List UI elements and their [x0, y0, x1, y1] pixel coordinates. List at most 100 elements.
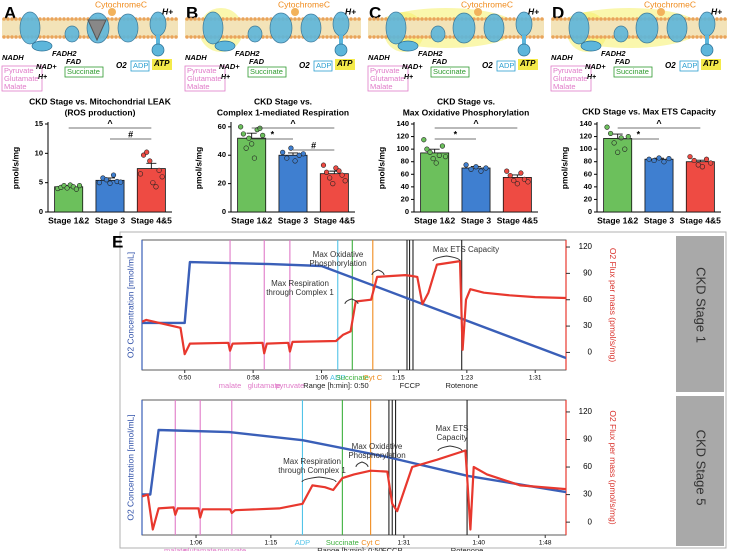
- lipid-head: [50, 35, 54, 39]
- event-label: Cyt C: [363, 373, 382, 382]
- lipid-head: [353, 35, 357, 39]
- y-axis-label: pmol/s/mg: [376, 147, 386, 190]
- y2-tick-label: 0: [588, 517, 593, 526]
- lipid-head: [174, 35, 178, 39]
- lipid-head: [78, 17, 82, 21]
- y-tick-label: 60: [584, 169, 592, 178]
- diagram-label: Glutamate: [4, 74, 39, 83]
- lipid-head: [699, 35, 703, 39]
- lipid-head: [587, 35, 591, 39]
- error-bar: [288, 152, 298, 156]
- lipid-head: [615, 17, 619, 21]
- data-point: [708, 160, 714, 166]
- diagram-label: Malate: [553, 82, 576, 91]
- lipid-head: [591, 17, 595, 21]
- mito-diagram: CytochromeC H+ NADH NAD+ H+ FADH2FADSuccinate…: [367, 0, 544, 92]
- lipid-head: [6, 17, 10, 21]
- diagram-label: ATP: [702, 59, 719, 68]
- lipid-head: [237, 17, 241, 21]
- lipid-head: [508, 35, 512, 39]
- annotation: Max Oxidative: [352, 442, 403, 451]
- x-tick-label: 0:58: [247, 375, 260, 382]
- x-tick-label: Stage 4&5: [680, 215, 721, 225]
- bar: [685, 161, 715, 213]
- atp-stalk: [156, 34, 160, 46]
- diagram-label: O2: [665, 61, 676, 70]
- data-point: [240, 131, 246, 137]
- data-point: [320, 162, 327, 168]
- y2-tick-label: 90: [583, 268, 592, 277]
- data-point: [695, 162, 701, 168]
- mito-diagram: CytochromeC H+ NADH NAD+ H+ FADH2FADSuccinate…: [1, 0, 178, 92]
- protein-complex: [613, 25, 629, 43]
- atp-stalk: [705, 34, 709, 46]
- data-line: [142, 428, 566, 496]
- ros-triangle: [87, 19, 107, 42]
- data-point: [64, 185, 70, 191]
- data-point: [625, 133, 631, 140]
- chart-title: CKD Stage vs. Mitochondrial LEAK: [29, 96, 172, 106]
- y2-axis-label: O2 Flux per mass (pmol/s/mg): [608, 410, 618, 524]
- side-band: [676, 396, 724, 546]
- error-bar: [429, 148, 440, 153]
- annotation-bracket: [355, 461, 369, 468]
- lipid-head: [408, 17, 412, 21]
- data-point: [280, 149, 286, 155]
- y-tick-label: 0: [39, 207, 43, 216]
- data-point: [144, 149, 150, 155]
- lipid-head: [70, 17, 74, 21]
- event-label: Succinate: [336, 373, 369, 382]
- data-point: [150, 180, 156, 186]
- y-tick-label: 80: [584, 157, 592, 166]
- event-label: Succinate: [326, 538, 359, 547]
- range-label: Range [h:min]: 0:50: [303, 381, 368, 390]
- chart-title: CKD Stage vs. Max ETS Capacity: [582, 106, 716, 116]
- lipid-head: [559, 35, 563, 39]
- lipid-head: [241, 17, 245, 21]
- significance-label: ^: [290, 118, 296, 128]
- data-point: [646, 156, 652, 162]
- data-point: [427, 149, 433, 155]
- lipid-head: [695, 35, 699, 39]
- lipid-head: [416, 17, 420, 21]
- data-point: [514, 181, 520, 187]
- lipid-head: [185, 35, 189, 39]
- lipid-head: [599, 35, 603, 39]
- lipid-head: [723, 17, 727, 21]
- lipid-head: [146, 17, 150, 21]
- event-label: ADP: [295, 538, 310, 547]
- lipid-head: [66, 17, 70, 21]
- lipid-head: [659, 35, 663, 39]
- event-label: Rotenone: [445, 381, 478, 390]
- lipid-head: [201, 35, 205, 39]
- diagram-label: H+: [587, 74, 596, 81]
- y-tick-label: 100: [579, 144, 592, 153]
- adp-box: [679, 60, 699, 72]
- data-point: [507, 172, 513, 179]
- diagram-label: H+: [38, 74, 47, 81]
- complex-arm: [31, 40, 53, 52]
- data-point: [260, 132, 266, 138]
- diagram-label: H+: [162, 6, 173, 16]
- data-point: [622, 146, 628, 152]
- event-label: glutamate: [184, 546, 217, 551]
- lipid-head: [138, 17, 142, 21]
- y2-tick-label: 90: [583, 435, 592, 444]
- data-point: [483, 165, 489, 171]
- lipid-head: [138, 35, 142, 39]
- lipid-head: [146, 35, 150, 39]
- lipid-head: [659, 17, 663, 21]
- data-line: [142, 260, 566, 360]
- lipid-head: [376, 35, 380, 39]
- lipid-head: [540, 17, 544, 21]
- lipid-head: [150, 35, 154, 39]
- plot-area: [142, 400, 566, 535]
- panel-e-frame: [119, 231, 727, 549]
- diagram-label: CytochromeC: [644, 0, 696, 9]
- lipid-head: [142, 17, 146, 21]
- data-point: [103, 177, 110, 183]
- data-point: [327, 175, 333, 181]
- y2-tick-label: 0: [588, 348, 593, 357]
- lipid-head: [555, 35, 559, 39]
